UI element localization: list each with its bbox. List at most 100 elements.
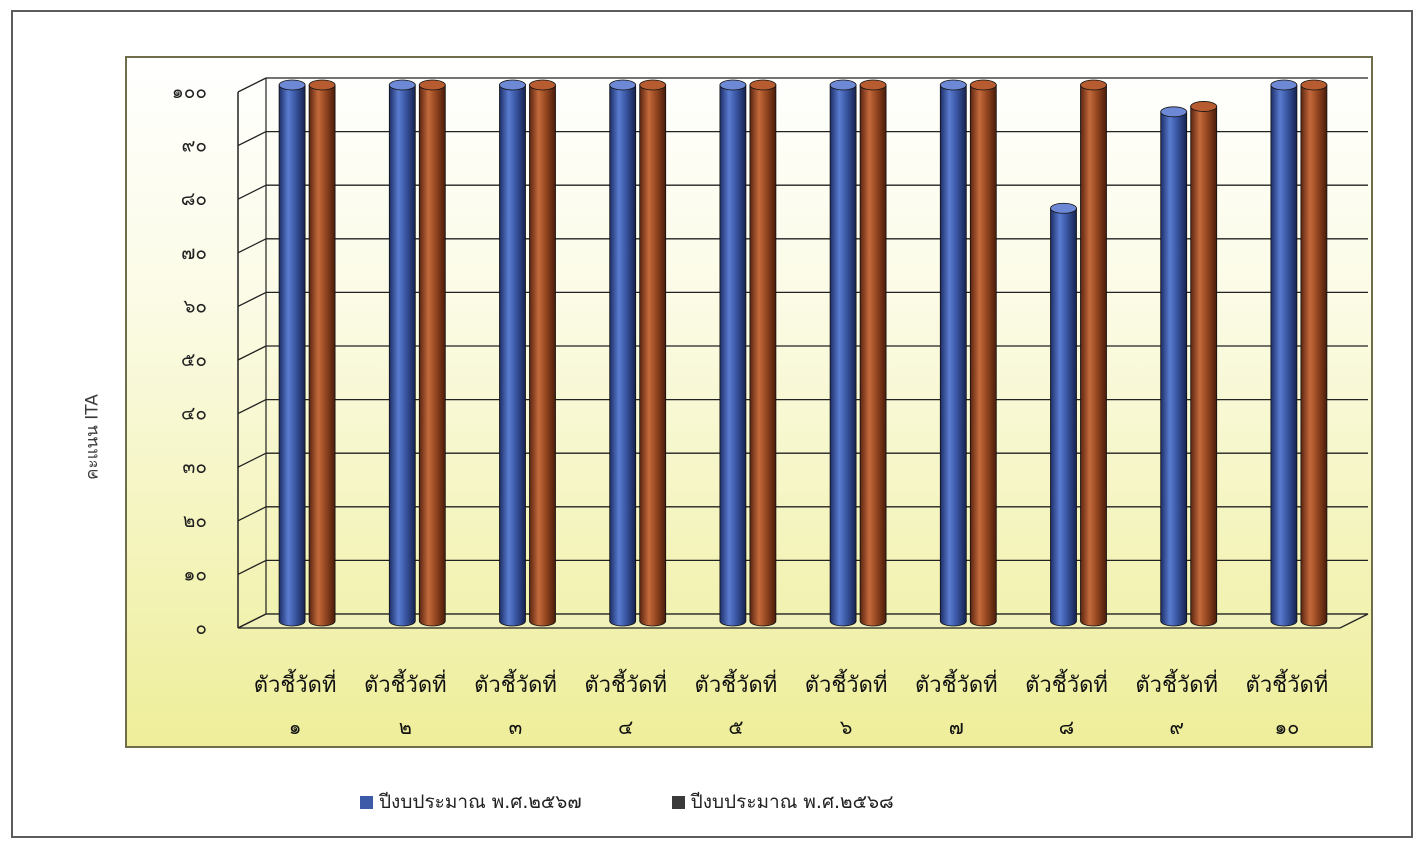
bar-cap — [1160, 106, 1188, 118]
bar-s1-c6 — [859, 79, 887, 627]
bar-s0-c8 — [1050, 202, 1077, 627]
bar-body — [719, 84, 747, 627]
bar-body — [829, 84, 857, 627]
gridline-depth — [237, 291, 267, 307]
bar-s1-c5 — [749, 79, 777, 627]
legend: ปีงบประมาณ พ.ศ.๒๕๖๗ ปีงบประมาณ พ.ศ.๒๕๖๘ — [360, 787, 894, 817]
bar-cap — [418, 79, 446, 91]
page-border — [11, 10, 1413, 838]
category-label-line1: ตัวชี้วัดที่ — [1135, 669, 1218, 698]
category-label-line2: ๘ — [1059, 715, 1074, 739]
category-label-line1: ตัวชี้วัดที่ — [254, 669, 337, 698]
category-label-line2: ๖ — [840, 715, 853, 739]
bar-cap — [969, 79, 997, 91]
bar-s1-c9 — [1190, 101, 1218, 627]
bar-s1-c1 — [308, 79, 336, 627]
bar-s0-c6 — [829, 79, 857, 627]
bar-cap — [1300, 79, 1328, 91]
bars — [278, 79, 1328, 627]
y-tick-label: ๘๐ — [181, 188, 207, 210]
bar-s0-c1 — [278, 79, 306, 627]
legend-label-2568: ปีงบประมาณ พ.ศ.๒๕๖๘ — [690, 791, 894, 813]
bar-body — [418, 84, 446, 627]
category-label-line2: ๑๐ — [1274, 715, 1299, 739]
bar-body — [1300, 84, 1328, 627]
gridline-depth — [237, 345, 267, 361]
category-label-line2: ๓ — [509, 715, 523, 739]
gridline-depth — [237, 238, 267, 254]
bar-body — [609, 84, 637, 627]
bar-cap — [1270, 79, 1298, 91]
bar-s1-c10 — [1300, 79, 1328, 627]
bar-s1-c8 — [1080, 79, 1107, 627]
bar-body — [1050, 207, 1077, 627]
bar-s1-c7 — [969, 79, 997, 627]
bar-body — [859, 84, 887, 627]
bar-body — [1080, 84, 1107, 627]
gridline-depth — [237, 131, 267, 147]
category-label-line1: ตัวชี้วัดที่ — [364, 669, 447, 698]
y-tick-label: ๙๐ — [181, 135, 207, 157]
bar-cap — [859, 79, 887, 91]
legend-label-2567: ปีงบประมาณ พ.ศ.๒๕๖๗ — [379, 791, 582, 813]
category-label-line1: ตัวชี้วัดที่ — [584, 669, 667, 698]
legend-item-2568: ปีงบประมาณ พ.ศ.๒๕๖๘ — [671, 787, 894, 817]
bar-s0-c10 — [1270, 79, 1298, 627]
category-label-line1: ตัวชี้วัดที่ — [1025, 669, 1108, 698]
y-tick-label: ๗๐ — [181, 242, 207, 264]
bar-body — [939, 84, 967, 627]
y-tick-label: ๓๐ — [182, 456, 207, 478]
category-label-line2: ๒ — [399, 715, 412, 739]
bar-cap — [639, 79, 667, 91]
category-label-line2: ๔ — [618, 715, 633, 739]
bar-body — [1270, 84, 1298, 627]
legend-swatch-2567 — [360, 795, 373, 809]
gridline-depth — [237, 184, 267, 200]
bar-cap — [1050, 202, 1077, 214]
bar-body — [388, 84, 416, 627]
y-axis-title: คะแนน ITA — [82, 394, 103, 480]
bar-s0-c4 — [609, 79, 637, 627]
bar-cap — [308, 79, 336, 91]
category-label-line1: ตัวชี้วัดที่ — [805, 669, 888, 698]
y-tick-label: ๖๐ — [183, 295, 207, 317]
bar-cap — [278, 79, 306, 91]
y-tick-label: ๐ — [195, 617, 207, 639]
bar-cap — [609, 79, 637, 91]
gridline-depth — [237, 77, 267, 93]
bar-body — [529, 84, 556, 627]
bar-cap — [749, 79, 777, 91]
category-label-line1: ตัวชี้วัดที่ — [915, 669, 998, 698]
legend-swatch-2568 — [671, 795, 685, 809]
bar-body — [749, 84, 777, 627]
category-label-line1: ตัวชี้วัดที่ — [474, 669, 557, 698]
y-tick-label: ๑๐๐ — [172, 81, 207, 103]
category-labels: ตัวชี้วัดที่๑ ตัวชี้วัดที่๒ ตัวชี้วัดที่๓ ต… — [254, 669, 1329, 739]
bar-s0-c3 — [499, 79, 526, 627]
gridline-depth — [237, 559, 267, 575]
gridline-depth — [237, 506, 267, 522]
bar-cap — [829, 79, 857, 91]
bar-s0-c5 — [719, 79, 747, 627]
category-label-line2: ๗ — [949, 715, 964, 739]
bar-cap — [529, 79, 556, 91]
category-label-line1: ตัวชี้วัดที่ — [1246, 669, 1329, 698]
category-label-line2: ๑ — [289, 715, 302, 739]
category-label-line1: ตัวชี้วัดที่ — [695, 669, 778, 698]
y-tick-label: ๑๐ — [183, 563, 207, 585]
y-tick-label: ๔๐ — [181, 403, 207, 425]
bar-body — [1160, 111, 1188, 627]
bar-body — [639, 84, 667, 627]
bar-s0-c9 — [1160, 106, 1188, 627]
category-label-line2: ๕ — [728, 715, 743, 739]
bar-cap — [1190, 101, 1218, 112]
bar-body — [499, 84, 526, 627]
bar-body — [1190, 106, 1218, 627]
bar-cap — [939, 79, 967, 91]
y-tick-labels: ๐ ๑๐ ๒๐ ๓๐ ๔๐ ๕๐ ๖๐ ๗๐ ๘๐ ๙๐ ๑๐๐ — [172, 81, 207, 639]
bar-cap — [499, 79, 526, 91]
y-tick-label: ๒๐ — [183, 510, 207, 532]
bar-cap — [388, 79, 416, 91]
